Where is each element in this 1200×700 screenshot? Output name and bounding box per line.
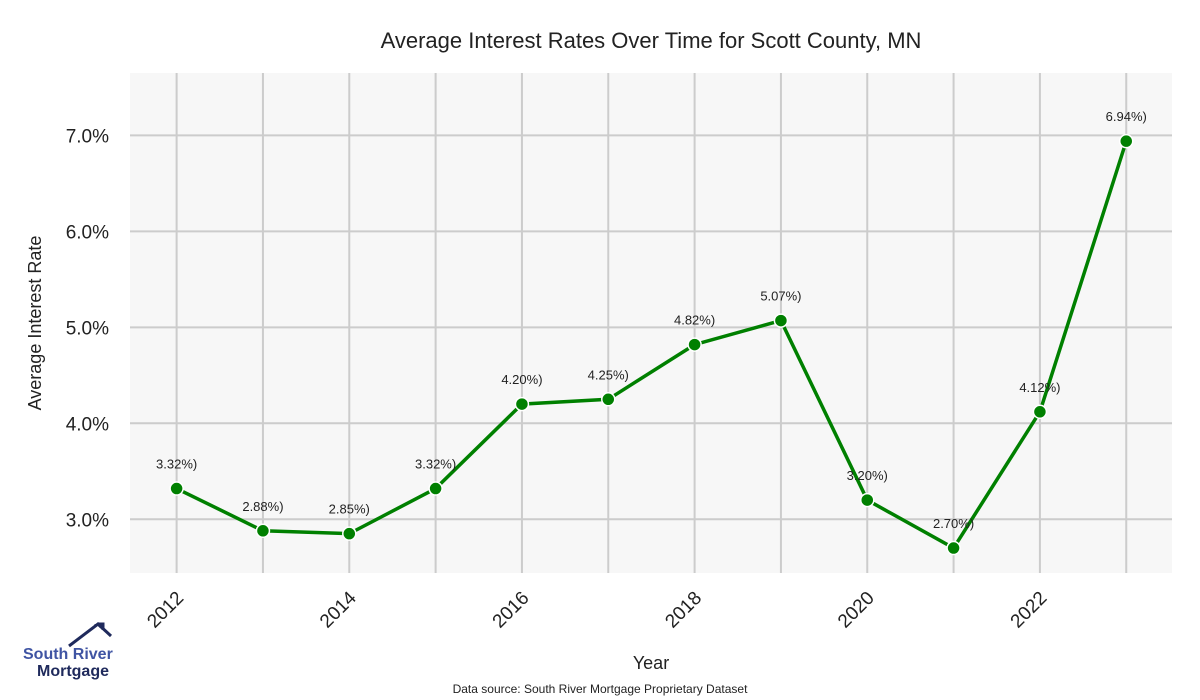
data-label: 2.70%)	[933, 516, 974, 531]
y-tick-label: 3.0%	[66, 510, 109, 531]
y-tick-label: 7.0%	[66, 126, 109, 147]
y-tick-label: 4.0%	[66, 414, 109, 435]
chart-title: Average Interest Rates Over Time for Sco…	[381, 28, 922, 53]
y-tick-label: 6.0%	[66, 222, 109, 243]
data-source-note: Data source: South River Mortgage Propri…	[453, 682, 748, 696]
plot-area	[130, 73, 1172, 573]
data-point	[428, 481, 443, 496]
data-label: 3.32%)	[156, 457, 197, 472]
data-point	[601, 392, 616, 407]
x-tick-label: 2020	[834, 588, 879, 633]
x-axis-label: Year	[633, 653, 669, 673]
data-label: 6.94%)	[1106, 109, 1147, 124]
x-tick-label: 2014	[316, 587, 361, 632]
data-label: 2.88%)	[242, 499, 283, 514]
data-point	[946, 540, 961, 556]
data-point	[342, 526, 357, 541]
data-point	[1118, 133, 1134, 149]
y-tick-label: 5.0%	[66, 318, 109, 339]
data-label: 3.32%)	[415, 457, 456, 472]
data-label: 4.12%)	[1019, 380, 1060, 395]
data-label: 5.07%)	[760, 289, 801, 304]
series-line	[175, 140, 1128, 551]
data-label: 2.85%)	[329, 502, 370, 517]
data-point	[860, 492, 875, 508]
x-tick-label: 2022	[1007, 588, 1052, 633]
x-tick-label: 2016	[489, 588, 534, 633]
data-label: 3.20%)	[847, 468, 888, 483]
x-tick-label: 2012	[143, 588, 188, 633]
data-label: 4.20%)	[501, 372, 542, 387]
data-label: 4.25%)	[588, 367, 629, 382]
data-point	[1032, 404, 1048, 420]
data-point	[687, 337, 702, 352]
data-label: 4.82%)	[674, 313, 715, 328]
data-point	[773, 313, 789, 328]
data-point	[255, 523, 271, 539]
y-axis-label: Average Interest Rate	[25, 236, 45, 411]
data-point	[514, 396, 530, 412]
x-tick-label: 2018	[661, 588, 706, 633]
logo-text-line1: South River	[23, 646, 113, 663]
logo-text-line2: Mortgage	[37, 663, 109, 680]
south-river-mortgage-logo: South River Mortgage	[23, 622, 113, 680]
data-point	[169, 481, 184, 496]
house-icon	[68, 622, 113, 648]
